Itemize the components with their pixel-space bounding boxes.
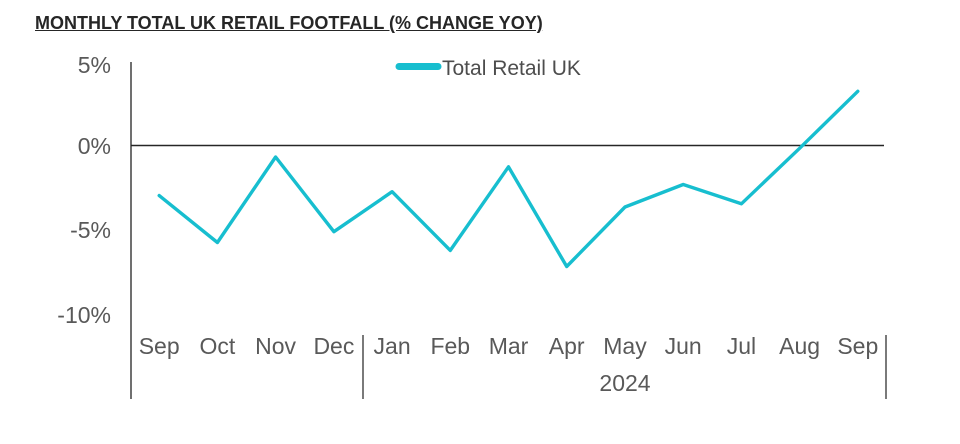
svg-text:Jan: Jan [374, 333, 411, 359]
svg-text:May: May [603, 333, 647, 359]
svg-text:Feb: Feb [430, 333, 470, 359]
svg-text:5%: 5% [78, 52, 111, 78]
svg-text:Aug: Aug [779, 333, 820, 359]
svg-text:Jul: Jul [727, 333, 756, 359]
svg-text:Mar: Mar [489, 333, 529, 359]
svg-text:Total Retail UK: Total Retail UK [442, 57, 581, 80]
svg-text:2024: 2024 [599, 370, 650, 396]
svg-text:Nov: Nov [255, 333, 296, 359]
svg-text:-10%: -10% [57, 302, 111, 328]
svg-text:-5%: -5% [70, 217, 111, 243]
svg-text:Jun: Jun [665, 333, 702, 359]
svg-text:0%: 0% [78, 133, 111, 159]
svg-text:Sep: Sep [837, 333, 878, 359]
svg-text:Dec: Dec [313, 333, 354, 359]
svg-text:Sep: Sep [139, 333, 180, 359]
svg-text:Oct: Oct [200, 333, 236, 359]
svg-text:Apr: Apr [549, 333, 585, 359]
